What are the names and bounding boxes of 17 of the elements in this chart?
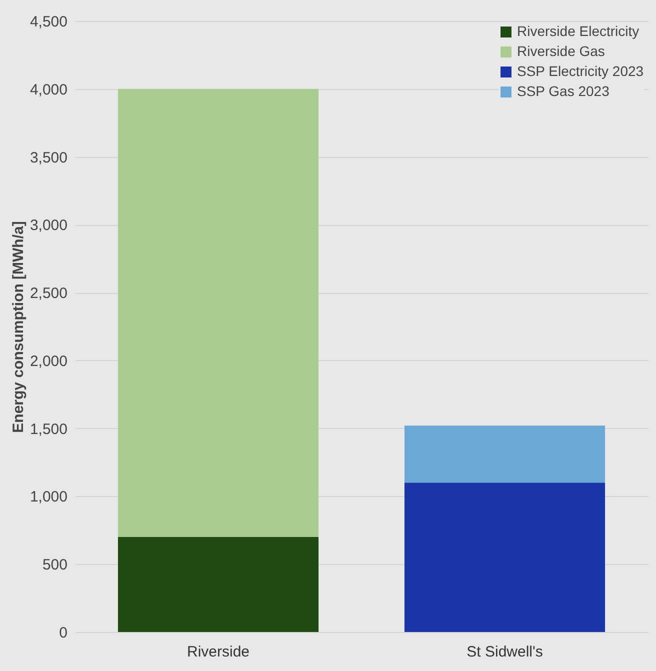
y-tick-label: 1,000	[30, 488, 68, 506]
x-tick-label: Riverside	[186, 644, 250, 660]
legend-label: SSP Electricity 2023	[517, 63, 644, 79]
y-tick-label: 2,000	[30, 352, 68, 370]
y-tick-label: 1,500	[30, 420, 68, 438]
legend-label: SSP Gas 2023	[517, 83, 610, 99]
y-tick-label: 2,500	[30, 285, 68, 302]
y-tick-label: 3,000	[30, 217, 68, 234]
y-tick-label: 4,000	[30, 81, 68, 98]
y-tick-label: 500	[42, 556, 68, 574]
x-tick-label: St Sidwell's	[466, 644, 543, 660]
legend-label: Riverside Gas	[517, 43, 605, 59]
y-tick-label: 4,500	[30, 14, 68, 30]
y-axis-title: Energy consumption [MWh/a]	[10, 221, 27, 433]
y-tick-label: 3,500	[30, 149, 68, 166]
legend-label: Riverside Electricity	[517, 23, 640, 39]
y-tick-label: 0	[59, 624, 68, 642]
